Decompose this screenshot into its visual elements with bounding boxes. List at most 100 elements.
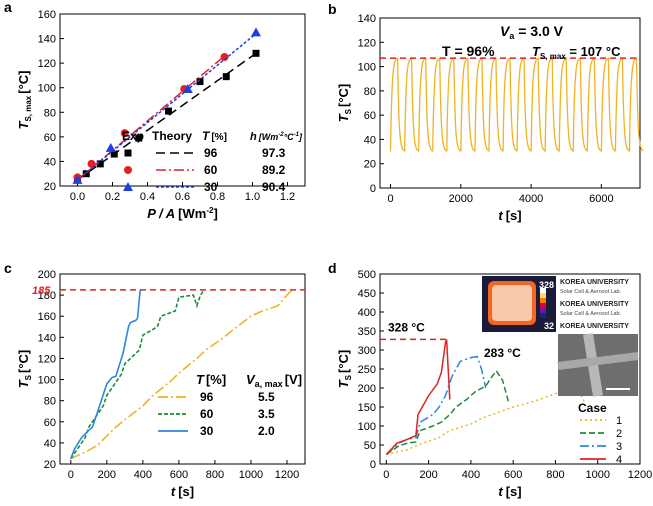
x-tick-label: 0: [387, 193, 393, 205]
legend-v-value: 2.0: [258, 424, 275, 438]
series-line-4: [385, 339, 451, 456]
plot-frame: [59, 273, 306, 465]
legend-t-value: 60: [200, 407, 214, 421]
panel-c: c 0 200 400 600 800 1000 1200 20 40 60 80 100 120 140 1…: [4, 260, 306, 499]
x-tick-label: 6000: [589, 193, 613, 205]
y-tick-label: 120: [38, 353, 56, 365]
panel-d: d 0 200 400 600 800 1000 1200 0 50 100 150 200 250 300…: [328, 260, 652, 499]
x-tick-label: 2000: [449, 193, 473, 205]
series-line-60: [70, 289, 205, 460]
color-scale-segment: [540, 303, 546, 308]
legend-v-value: 3.5: [258, 407, 275, 421]
y-tick-label: 20: [44, 181, 56, 193]
panel-label: d: [328, 260, 337, 276]
legend-title: Case: [578, 401, 607, 415]
x-tick-label: 1.0: [245, 191, 260, 203]
x-tick-label: 600: [170, 469, 188, 481]
x-tick-label: 200: [419, 469, 437, 481]
x-tick-label: 1200: [628, 469, 652, 481]
legend-header-theory: Theory: [152, 129, 192, 143]
panel-label: a: [4, 0, 12, 15]
y-tick-label: 100: [358, 421, 376, 433]
y-tick-label: 300: [358, 345, 376, 357]
x-tick-label: 1000: [585, 469, 609, 481]
x-axis-label: t [s]: [171, 484, 194, 499]
legend-header-v: Va, max [V]: [246, 372, 302, 389]
x-tick-label: 0.0: [70, 191, 85, 203]
legend-h-value: 90.4: [262, 180, 286, 194]
x-tick-label: 4000: [519, 193, 543, 205]
data-point: [165, 107, 172, 115]
y-tick-label: 350: [358, 326, 376, 338]
legend-case-value: 2: [616, 428, 622, 440]
sem-nanowire-horizontal: [557, 352, 639, 370]
legend-t-value: 30: [204, 180, 218, 194]
y-tick-label: 0: [370, 459, 376, 471]
y-tick-label: 100: [38, 375, 56, 387]
legend-t-value: 60: [204, 163, 218, 177]
y-tick-label: 80: [364, 86, 376, 98]
legend-header-t: T [%]: [202, 129, 227, 143]
y-tick-label: 200: [358, 383, 376, 395]
color-scale-min: 32: [544, 321, 554, 331]
data-point: [110, 150, 118, 158]
series-line-96: [70, 289, 293, 460]
y-tick-label: 450: [358, 288, 376, 300]
color-scale-segment: [540, 308, 546, 313]
y-tick-label: 50: [364, 440, 376, 452]
annotation-283: 283 °C: [484, 346, 521, 360]
annotation-transmittance: T = 96%: [442, 43, 495, 59]
x-tick-label: 0: [68, 469, 74, 481]
annotation-voltage: Va = 3.0 V: [500, 23, 564, 41]
panel-a: a 0.0 0.2 0.4 0.6 0.8 1.0 1.2 20 40 60 80 100 120 140 1…: [4, 0, 306, 221]
data-point: [251, 27, 261, 37]
legend-header-t: T [%]: [196, 372, 226, 387]
y-tick-label: 0: [370, 183, 376, 195]
panel-label: c: [4, 260, 12, 276]
y-tick-label: 120: [358, 37, 376, 49]
x-tick-label: 0.6: [175, 191, 190, 203]
legend-marker: [123, 182, 133, 191]
y-tick-label: 250: [358, 364, 376, 376]
temperature-cycle-line: [389, 56, 644, 152]
lab-logo-subtitle: Solar Cell & Aerosol Lab.: [560, 311, 622, 317]
theory-line-96: [77, 52, 257, 181]
y-tick-label: 60: [44, 417, 56, 429]
data-point: [105, 142, 116, 152]
lab-logo-title: KOREA UNIVERSITY: [560, 279, 629, 286]
series-line-1: [386, 383, 586, 456]
legend-marker: [124, 149, 132, 157]
color-scale-segment: [540, 298, 546, 303]
legend-h-value: 89.2: [262, 163, 286, 177]
panel-b: b 0 2000 4000 6000 0 20 40 60 80 100 120 140 t [s] TS[°…: [328, 1, 644, 223]
thermal-hotspot-core: [492, 285, 532, 321]
lab-logo-title: KOREA UNIVERSITY: [560, 301, 629, 308]
color-scale-segment: [540, 293, 546, 298]
x-tick-label: 1200: [275, 469, 299, 481]
y-tick-label: 40: [44, 156, 56, 168]
y-tick-label: 100: [38, 83, 56, 95]
legend-marker: [124, 166, 132, 174]
y-tick-label: 150: [358, 402, 376, 414]
y-tick-label: 160: [38, 311, 56, 323]
y-axis-label: TS[°C]: [336, 84, 353, 123]
legend-h-value: 97.3: [262, 146, 286, 160]
x-tick-label: 400: [462, 469, 480, 481]
y-tick-label: 60: [364, 110, 376, 122]
x-tick-label: 600: [504, 469, 522, 481]
legend-t-value: 96: [204, 146, 218, 160]
y-axis-label: TS, max[°C]: [16, 71, 33, 130]
series-line-2: [385, 369, 510, 456]
color-scale-segment: [540, 288, 546, 293]
y-tick-label: 80: [44, 396, 56, 408]
y-axis-label: TS[°C]: [16, 350, 33, 389]
y-tick-label: 60: [44, 132, 56, 144]
plot-frame: [59, 13, 306, 187]
legend-case-value: 1: [616, 415, 622, 427]
x-axis-label: t [s]: [498, 208, 521, 223]
y-tick-label: 400: [358, 307, 376, 319]
lab-logo-subtitle: Solar Cell & Aerosol Lab.: [560, 289, 622, 295]
data-point: [252, 49, 260, 57]
y-axis-label: TS[°C]: [336, 350, 353, 389]
